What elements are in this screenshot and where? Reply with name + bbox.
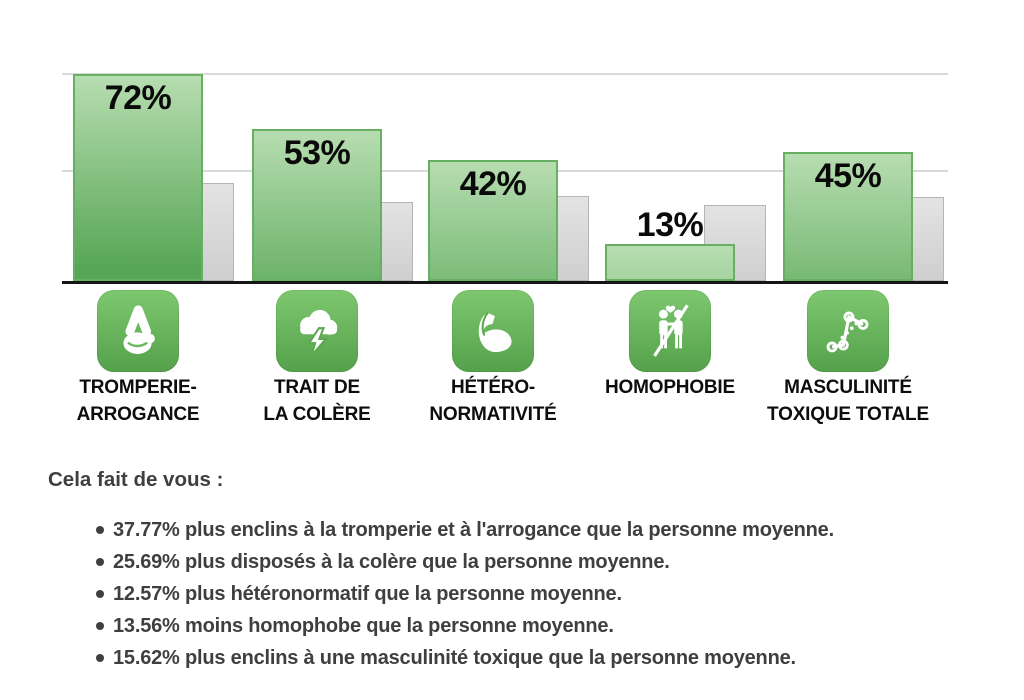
summary-item: 37.77% plus enclins à la tromperie et à … bbox=[96, 514, 834, 546]
category-label: HÉTÉRO- NORMATIVITÉ bbox=[373, 375, 613, 428]
crossed-fingers-icon bbox=[97, 290, 179, 372]
score-bar bbox=[428, 160, 558, 281]
no-same-sex-couple-icon bbox=[629, 290, 711, 372]
summary-item: 12.57% plus hétéronormatif que la person… bbox=[96, 578, 834, 610]
summary-title: Cela fait de vous : bbox=[48, 468, 224, 491]
score-percent-label: 45% bbox=[814, 157, 882, 195]
score-percent-label: 72% bbox=[104, 79, 172, 117]
score-percent-label: 53% bbox=[283, 134, 351, 172]
category-label-line: ARROGANCE bbox=[76, 403, 200, 425]
x-axis-line bbox=[62, 281, 948, 284]
category-label-line: TROMPERIE- bbox=[79, 377, 197, 398]
category-label-line: MASCULINITÉ bbox=[784, 377, 912, 398]
summary-item: 15.62% plus enclins à une masculinité to… bbox=[96, 642, 834, 674]
score-percent-label: 42% bbox=[459, 165, 527, 203]
category-label: MASCULINITÉ TOXIQUE TOTALE bbox=[728, 375, 968, 428]
flexed-bicep-icon bbox=[452, 290, 534, 372]
category-label-line: NORMATIVITÉ bbox=[429, 403, 557, 425]
gridline bbox=[62, 73, 948, 75]
score-bar bbox=[252, 129, 382, 281]
line-chart-icon bbox=[807, 290, 889, 372]
storm-cloud-icon bbox=[276, 290, 358, 372]
summary-item: 13.56% moins homophobe que la personne m… bbox=[96, 610, 834, 642]
category-label: TRAIT DE LA COLÈRE bbox=[197, 375, 437, 428]
category-label-line: TOXIQUE TOTALE bbox=[767, 403, 929, 425]
category-label: HOMOPHOBIE bbox=[550, 375, 790, 402]
score-bar bbox=[73, 74, 203, 281]
category-label-line: TRAIT DE bbox=[273, 377, 360, 398]
score-bar bbox=[605, 244, 735, 281]
category-label-line: HOMOPHOBIE bbox=[605, 377, 735, 398]
category-label-line: HÉTÉRO- bbox=[450, 377, 536, 398]
summary-list: 37.77% plus enclins à la tromperie et à … bbox=[96, 514, 834, 674]
category-label: TROMPERIE- ARROGANCE bbox=[18, 375, 258, 428]
score-bar bbox=[783, 152, 913, 281]
summary-item: 25.69% plus disposés à la colère que la … bbox=[96, 546, 834, 578]
score-percent-label: 13% bbox=[636, 206, 704, 244]
category-label-line: LA COLÈRE bbox=[263, 403, 371, 425]
